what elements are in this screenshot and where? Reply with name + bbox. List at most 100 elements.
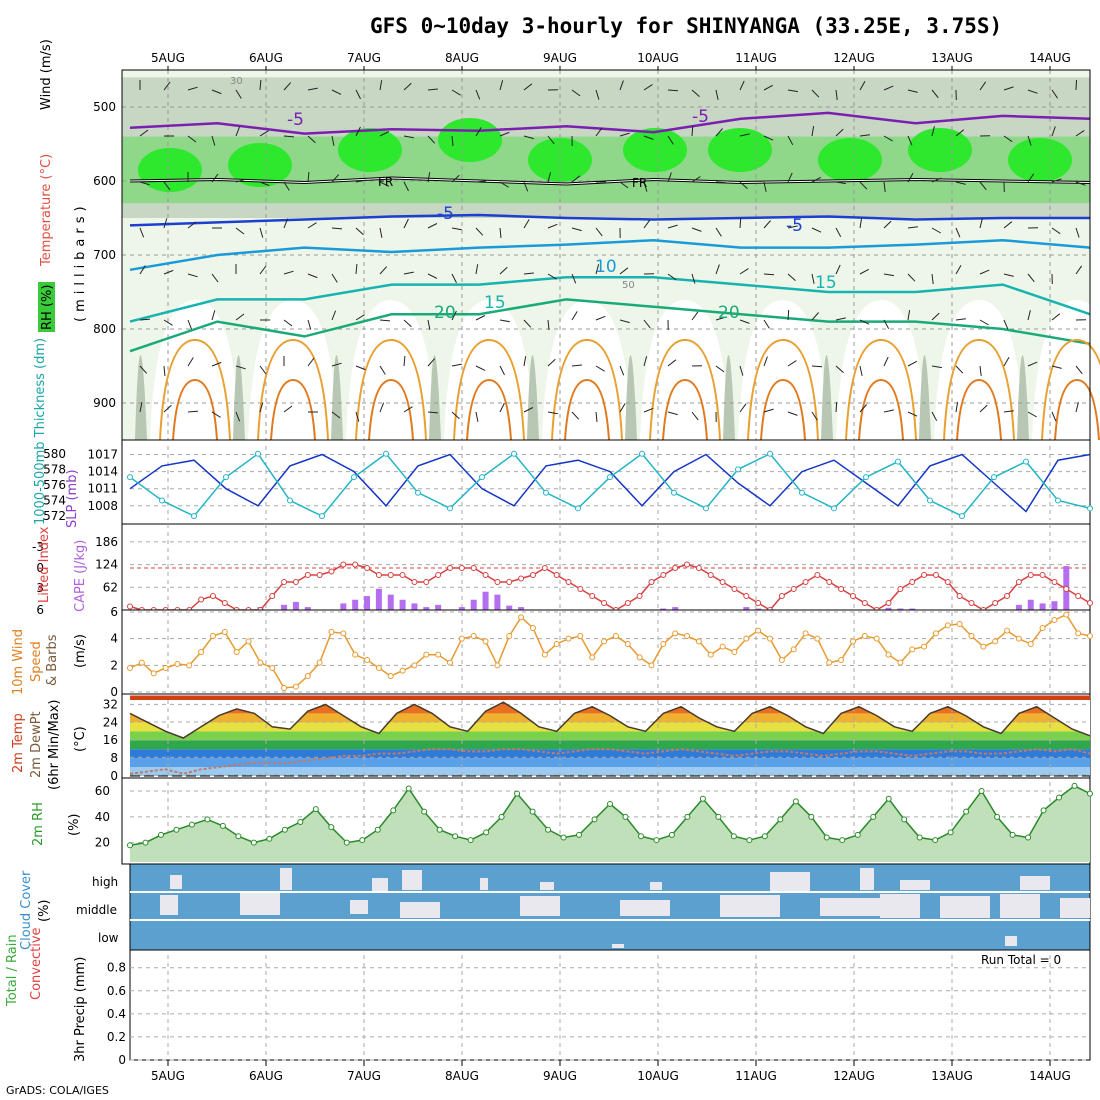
barb-4-8 <box>331 273 338 283</box>
barb-4-26 <box>763 273 775 276</box>
temp-tick-16: 16 <box>103 733 118 747</box>
barb-5-9 <box>355 314 365 321</box>
li-line-pt-76 <box>1027 572 1034 578</box>
cloud-label: Cloud Cover <box>19 870 34 950</box>
li-line-pt-57 <box>802 579 809 585</box>
barb-2-24 <box>715 181 727 184</box>
top-date-11AUG: 11AUG <box>735 51 777 65</box>
rh-legend: RH (%) <box>40 285 55 330</box>
rh-tick-60: 60 <box>95 784 110 798</box>
rh-blob-9 <box>138 148 202 192</box>
bottom-date-5AUG: 5AUG <box>151 1069 185 1083</box>
rh-line-pt-41 <box>761 833 768 840</box>
rh-legend-swatch <box>38 282 55 332</box>
barb-2-3 <box>211 173 219 183</box>
li-line-pt-37 <box>565 579 572 585</box>
thickness-line-pt-9 <box>415 489 421 496</box>
barb-1-27 <box>787 135 794 146</box>
temp25-loop-2 <box>355 338 427 441</box>
rh-line-pt-9 <box>266 835 273 842</box>
rh-label-30: 30 <box>230 76 243 87</box>
bl-bulge-8 <box>934 300 1024 440</box>
cloud-gap-2 <box>372 878 388 892</box>
li-line-pt-78 <box>1051 579 1058 585</box>
thickness-line-pt-10 <box>447 505 453 512</box>
cape-bar-15 <box>304 607 311 610</box>
barb-5-16 <box>523 319 532 328</box>
slp-tick-1017: 1017 <box>87 448 118 462</box>
rh-panel: 20 40 60 2m RH (%) <box>31 777 1093 865</box>
thickness-line-pt-25 <box>927 497 933 504</box>
cloud-gap-15 <box>520 896 560 916</box>
barb-2-16 <box>523 181 529 192</box>
rh-line-pt-39 <box>730 833 737 840</box>
contour-5 <box>129 213 1090 227</box>
bl-dry-5 <box>625 355 637 440</box>
barb-4-28 <box>811 273 815 284</box>
upper-air-panel: 5AUG 6AUG 7AUG 8AUG 9AUG 10AUG 11AUG 12AUG 13AUG… <box>93 51 1100 441</box>
thickness-line-pt-29 <box>1055 497 1061 504</box>
freezing-label: FR <box>378 175 393 189</box>
wind-speed-pt-24 <box>411 662 418 669</box>
precip-label-b: Convective <box>29 927 44 1000</box>
cloud-gap-19 <box>880 894 920 918</box>
barb-7-34 <box>955 402 959 413</box>
cape-bar-18 <box>340 603 347 610</box>
rh-line-pt-36 <box>684 813 691 820</box>
barb-2-29 <box>835 181 846 185</box>
wind-speed-pt-39 <box>589 654 596 661</box>
li-line-pt-6 <box>198 596 205 603</box>
temp-band-5 <box>130 722 1090 732</box>
li-line-pt-48 <box>695 565 702 571</box>
thickness-line-pt-21 <box>799 489 805 496</box>
barb-6-14 <box>475 365 486 371</box>
cape-bar-53 <box>755 608 762 610</box>
barb-2-28 <box>811 176 822 183</box>
barb-7-4 <box>235 411 241 422</box>
li-line-pt-13 <box>281 579 288 585</box>
rh-line-pt-46 <box>839 837 846 844</box>
barb-0-27 <box>787 89 798 93</box>
footer-credit: GrADS: COLA/IGES <box>6 1084 109 1097</box>
temp-tick-24: 24 <box>103 715 118 729</box>
cape-bar-19 <box>352 599 359 610</box>
bottom-date-14AUG: 14AUG <box>1029 1069 1071 1083</box>
temperature-contours <box>129 111 1100 441</box>
barb-7-29 <box>835 401 838 413</box>
wind-speed-pt-9 <box>233 649 240 655</box>
barb-3-9 <box>355 227 364 236</box>
wind-speed-pt-65 <box>897 659 904 666</box>
barb-0-15 <box>499 80 504 91</box>
barb-7-21 <box>643 407 654 413</box>
wind-tick-6: 6 <box>110 605 118 619</box>
barb-2-32 <box>907 173 914 183</box>
barb-7-3 <box>211 411 221 418</box>
li-line-pt-7 <box>209 593 216 599</box>
temp30-loop-3 <box>466 378 512 441</box>
wind-speed-pt-26 <box>435 651 442 658</box>
wind-speed-pt-54 <box>767 635 773 642</box>
barb-6-30 <box>859 365 863 376</box>
rh-line-pt-47 <box>854 831 861 838</box>
barb-1-15 <box>499 131 510 137</box>
temp25-loop-8 <box>943 338 1015 441</box>
temp-tick-8: 8 <box>110 751 118 765</box>
wind-barbs <box>139 79 1087 423</box>
barb-0-20 <box>619 80 624 91</box>
wind-speed-pt-49 <box>707 651 714 658</box>
wind-speed-pt-18 <box>340 630 347 637</box>
barb-7-38 <box>1051 411 1057 422</box>
temp30-loop-0 <box>172 378 218 441</box>
barb-5-20 <box>619 319 630 324</box>
barb-3-11 <box>403 218 409 229</box>
cape-bar-76 <box>1027 599 1034 610</box>
rh-line-pt-1 <box>142 839 149 846</box>
li-line-pt-24 <box>411 579 418 585</box>
barb-7-19 <box>595 411 598 422</box>
wind-speed-pt-15 <box>304 673 311 679</box>
rh-line-pt-50 <box>901 816 908 823</box>
barb-4-3 <box>211 273 219 283</box>
barb-4-31 <box>883 273 894 277</box>
wind-speed-pt-31 <box>494 662 501 669</box>
rh-line-pt-20 <box>436 826 443 833</box>
